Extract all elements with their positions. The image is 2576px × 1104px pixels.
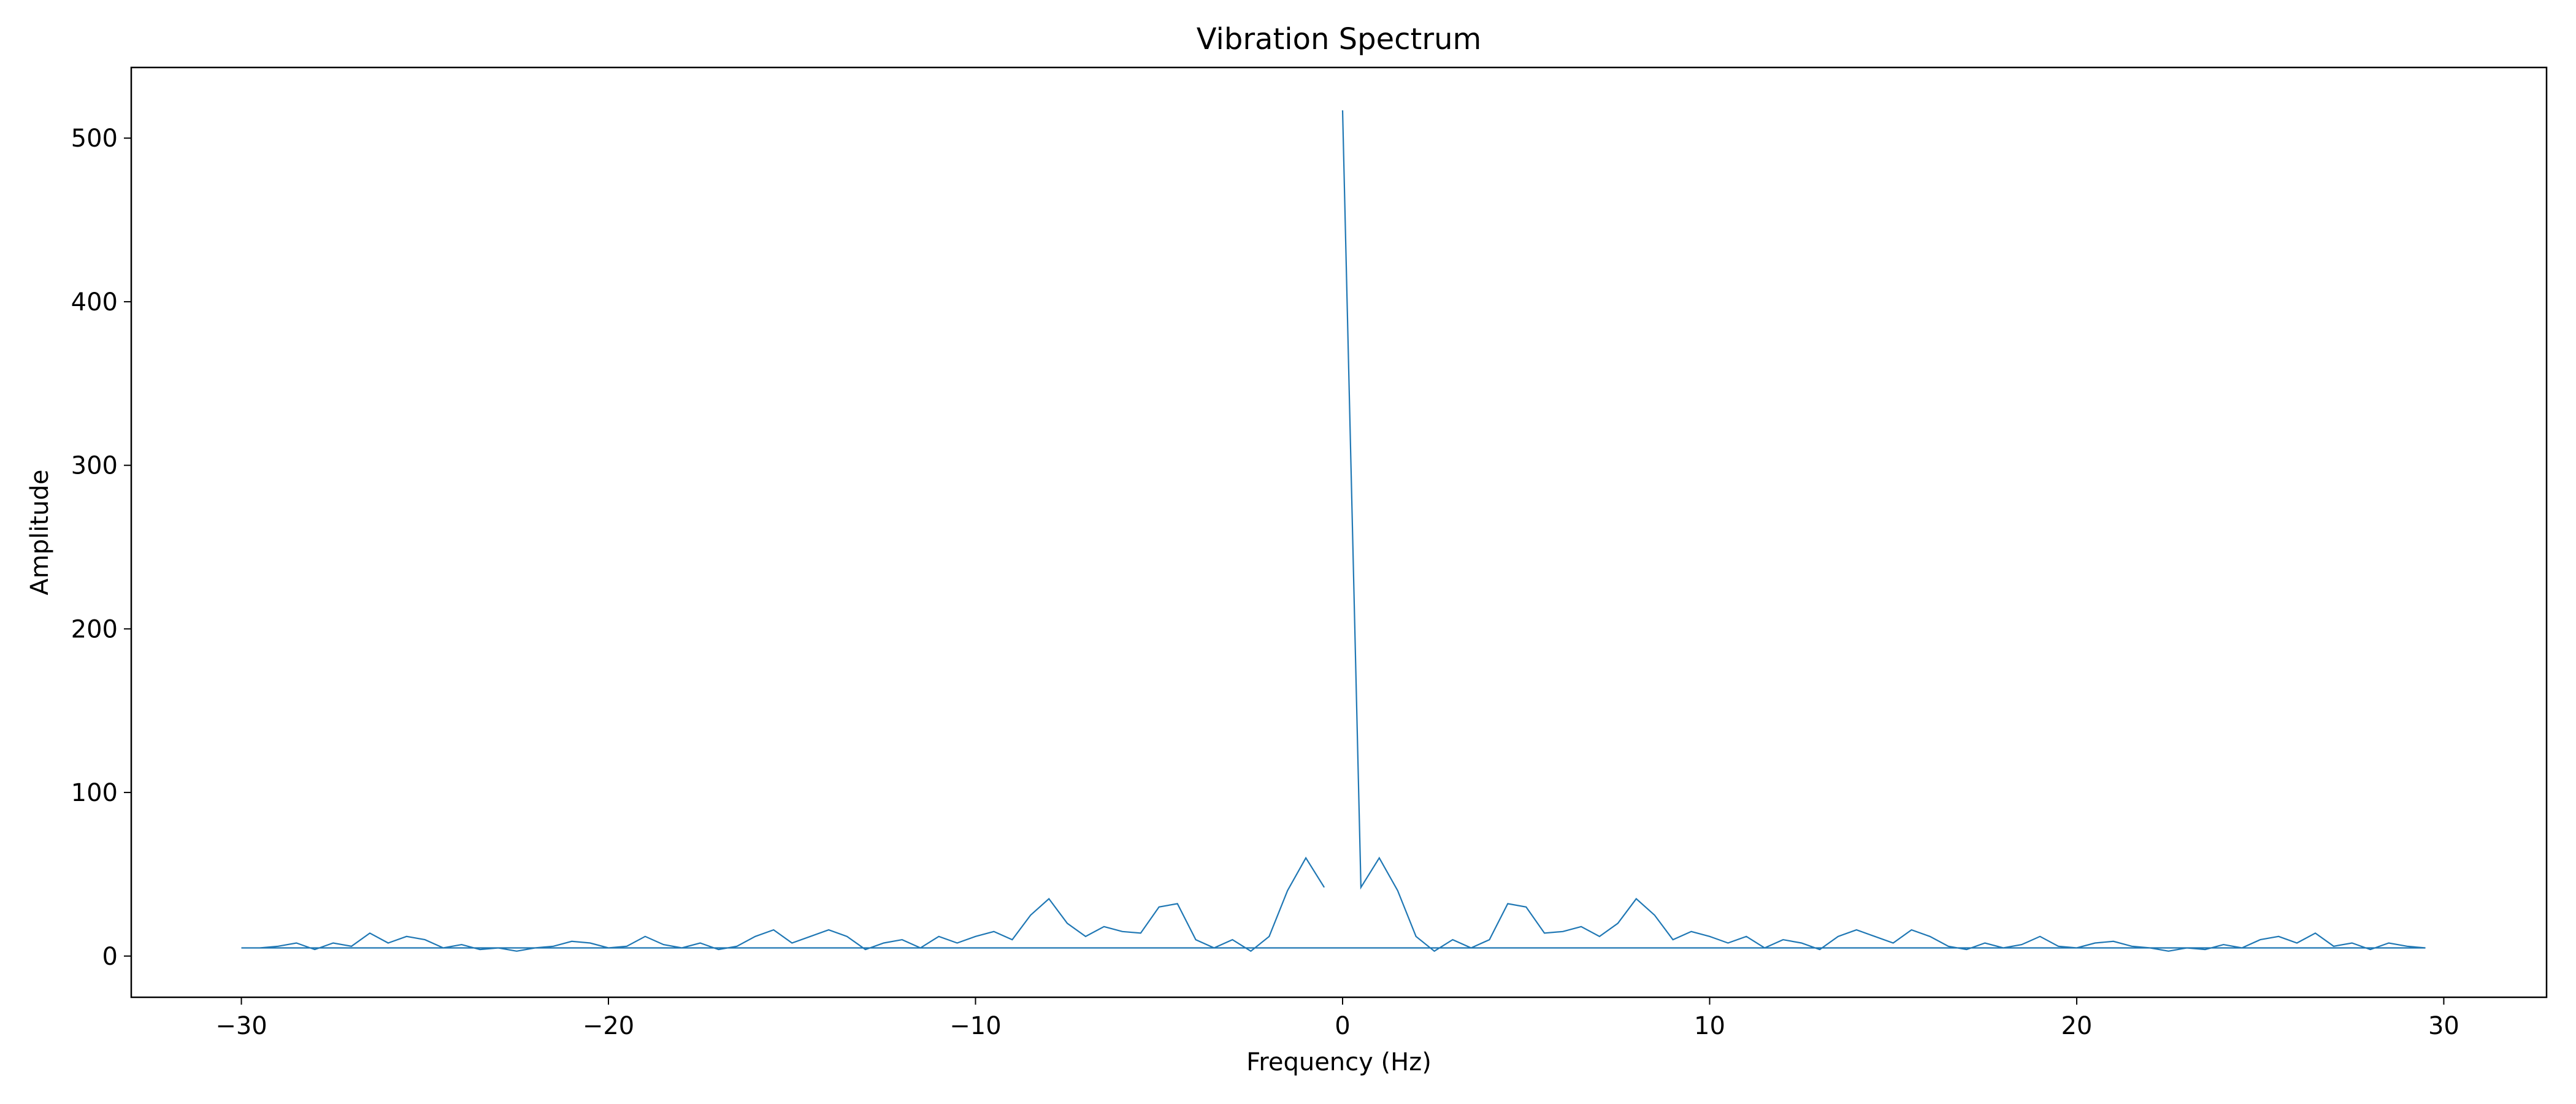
x-tick-label: −30 (215, 1012, 267, 1040)
y-tick-label: 100 (71, 779, 118, 807)
y-tick-label: 0 (102, 943, 118, 971)
spectrum-line (241, 110, 2426, 953)
chart-title: Vibration Spectrum (1197, 22, 1482, 56)
y-tick-label: 500 (71, 125, 118, 153)
x-axis-label: Frequency (Hz) (1246, 1048, 1432, 1076)
x-tick-label: 20 (2061, 1012, 2092, 1040)
y-tick-label: 200 (71, 615, 118, 643)
x-tick-label: 30 (2428, 1012, 2459, 1040)
y-tick-label: 400 (71, 288, 118, 316)
x-tick-label: 10 (1694, 1012, 1725, 1040)
x-tick-label: 0 (1335, 1012, 1350, 1040)
x-tick-label: −20 (583, 1012, 634, 1040)
plot-frame (130, 66, 2548, 999)
y-axis-label: Amplitude (26, 470, 54, 596)
y-tick-label: 300 (71, 452, 118, 480)
x-tick-label: −10 (949, 1012, 1001, 1040)
